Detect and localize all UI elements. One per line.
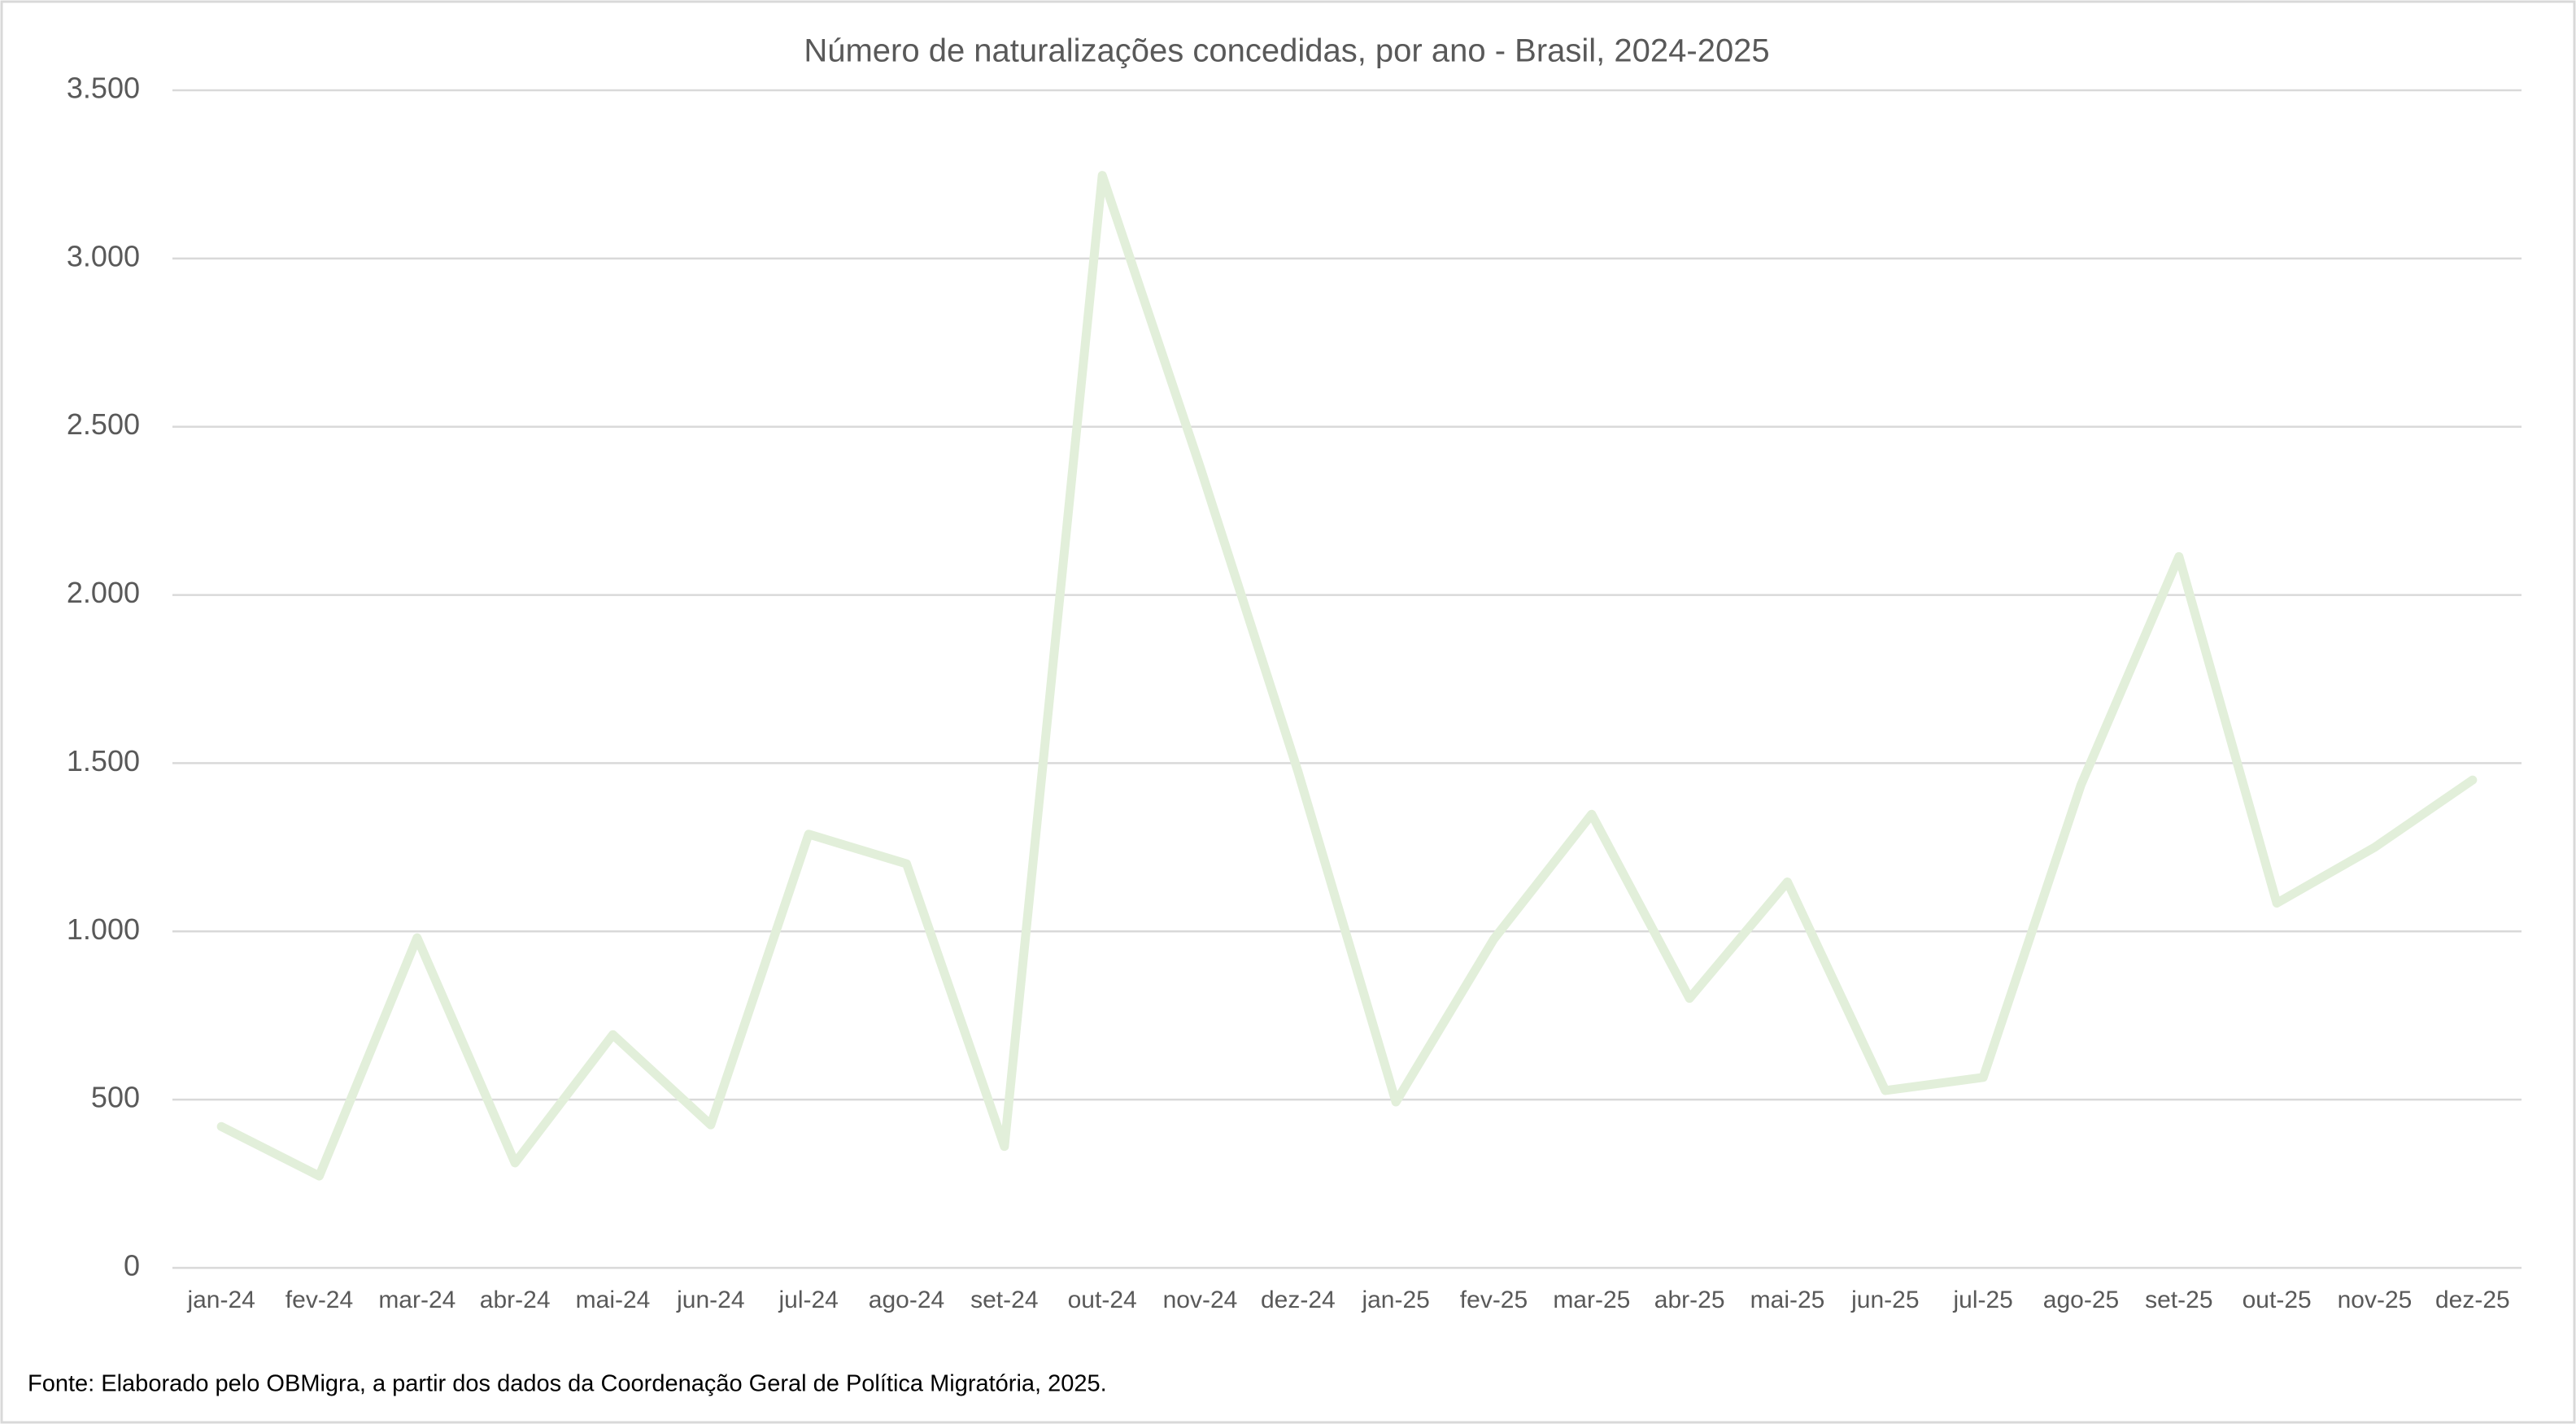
x-tick-label: mar-25 (1553, 1287, 1630, 1313)
x-tick-label: abr-25 (1654, 1287, 1725, 1313)
x-tick-label: mai-25 (1750, 1287, 1825, 1313)
x-tick-label: dez-25 (2435, 1287, 2510, 1313)
x-tick-label: fev-25 (1460, 1287, 1528, 1313)
chart-title: Número de naturalizações concedidas, por… (804, 33, 1769, 69)
x-tick-label: ago-25 (2043, 1287, 2119, 1313)
x-tick-label: jul-24 (778, 1287, 838, 1313)
x-tick-label: set-24 (970, 1287, 1038, 1313)
x-tick-label: mar-24 (378, 1287, 455, 1313)
y-tick-label: 2.000 (67, 576, 140, 609)
x-tick-label: jan-25 (1361, 1287, 1429, 1313)
x-tick-label: jun-24 (676, 1287, 744, 1313)
y-tick-label: 2.500 (67, 407, 140, 441)
y-tick-label: 1.000 (67, 912, 140, 946)
x-tick-label: abr-24 (480, 1287, 551, 1313)
x-tick-label: nov-24 (1163, 1287, 1238, 1313)
x-tick-label: jan-24 (186, 1287, 255, 1313)
x-tick-label: jun-25 (1850, 1287, 1919, 1313)
x-tick-label: jul-25 (1952, 1287, 2012, 1313)
y-tick-label: 500 (91, 1081, 140, 1114)
y-tick-label: 1.500 (67, 744, 140, 777)
y-tick-label: 3.500 (67, 72, 140, 105)
x-tick-label: set-25 (2145, 1287, 2212, 1313)
x-tick-label: out-24 (1068, 1287, 1137, 1313)
x-tick-label: ago-24 (869, 1287, 944, 1313)
x-tick-label: fev-24 (285, 1287, 353, 1313)
x-tick-label: nov-25 (2338, 1287, 2413, 1313)
y-tick-label: 3.000 (67, 239, 140, 272)
x-tick-label: out-25 (2243, 1287, 2312, 1313)
data-line (216, 171, 2478, 1181)
x-tick-label: mai-24 (576, 1287, 651, 1313)
x-tick-label: dez-24 (1261, 1287, 1336, 1313)
y-tick-label: 0 (124, 1249, 140, 1282)
source-note: Fonte: Elaborado pelo OBMigra, a partir … (28, 1371, 1107, 1397)
